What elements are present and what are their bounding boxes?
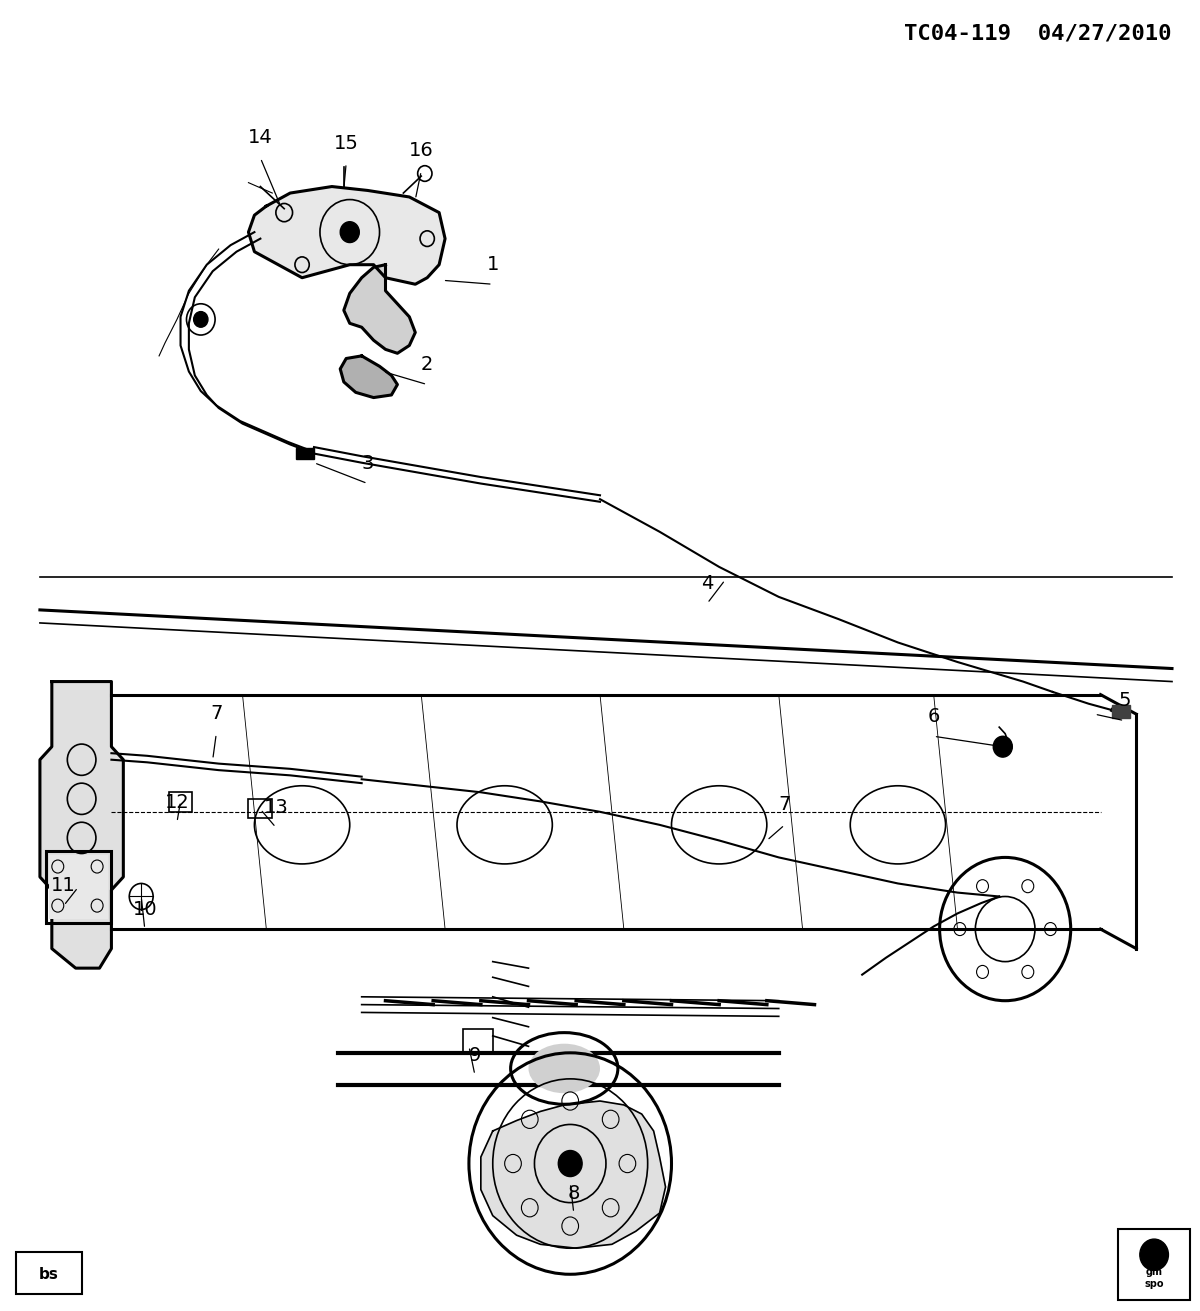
Text: 7: 7: [210, 704, 222, 724]
Bar: [296, 448, 314, 459]
Text: 5: 5: [1118, 691, 1130, 711]
Polygon shape: [481, 1101, 666, 1248]
Text: 7: 7: [779, 796, 791, 814]
Bar: [463, 1029, 493, 1053]
Circle shape: [994, 737, 1013, 758]
Circle shape: [1140, 1239, 1169, 1270]
Circle shape: [193, 312, 208, 328]
Text: 1: 1: [486, 254, 499, 274]
Circle shape: [341, 222, 359, 243]
Text: 4: 4: [701, 574, 714, 593]
Polygon shape: [343, 265, 415, 353]
Bar: [1118, 1228, 1190, 1301]
Text: 9: 9: [469, 1046, 481, 1065]
Bar: [248, 798, 272, 818]
Text: 15: 15: [334, 134, 359, 152]
Text: 14: 14: [248, 128, 272, 147]
Polygon shape: [341, 355, 397, 397]
Text: 13: 13: [264, 798, 288, 817]
Text: TC04-119  04/27/2010: TC04-119 04/27/2010: [905, 24, 1172, 43]
Polygon shape: [248, 186, 445, 284]
Text: 12: 12: [164, 793, 190, 812]
Text: 2: 2: [421, 355, 433, 374]
Bar: [169, 792, 192, 812]
Bar: [1112, 705, 1130, 718]
Circle shape: [558, 1151, 582, 1176]
Polygon shape: [40, 682, 124, 968]
Bar: [49, 855, 108, 919]
Text: gm
spo: gm spo: [1145, 1268, 1164, 1289]
Text: 16: 16: [409, 142, 433, 160]
Text: 11: 11: [52, 876, 76, 895]
Bar: [46, 851, 112, 923]
Bar: [16, 1252, 82, 1294]
Text: 3: 3: [361, 454, 374, 473]
Text: bs: bs: [38, 1266, 58, 1282]
Text: 6: 6: [928, 707, 940, 726]
Ellipse shape: [528, 1044, 600, 1093]
Text: 8: 8: [568, 1184, 580, 1202]
Text: 10: 10: [132, 899, 157, 919]
